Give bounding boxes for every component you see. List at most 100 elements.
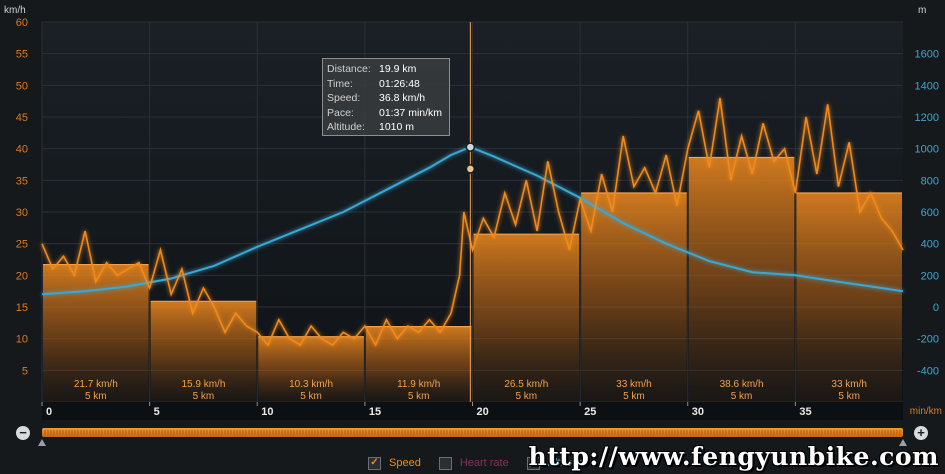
y-right-tick-label: 600 — [921, 207, 939, 219]
bar-distance-label: 5 km — [85, 391, 107, 402]
tooltip-value: 1010 m — [379, 121, 415, 134]
speed-bar — [43, 264, 149, 402]
watermark: http://www.fengyunbike.com — [528, 442, 939, 471]
bar-value-label: 21.7 km/h — [74, 379, 118, 390]
y-right-tick-label: 800 — [921, 175, 939, 187]
heart-rate-checkbox[interactable] — [438, 456, 452, 470]
tooltip-value: 01:37 min/km — [379, 106, 443, 119]
tooltip-key: Altitude: — [327, 121, 365, 134]
legend-label: Heart rate — [459, 457, 509, 469]
bar-distance-label: 5 km — [300, 391, 322, 402]
tooltip-value: 19.9 km — [379, 63, 417, 76]
y-right-tick-label: 0 — [933, 302, 939, 314]
speed-bars — [43, 156, 902, 402]
x-tick-label: 35 — [799, 406, 811, 418]
tooltip-row: Altitude: 1010 m — [327, 120, 445, 135]
y-left-tick-label: 35 — [16, 175, 28, 187]
x-axis-band — [42, 402, 903, 420]
bar-distance-label: 5 km — [838, 391, 860, 402]
bar-value-label: 38.6 km/h — [720, 379, 764, 390]
speed-bar — [473, 234, 580, 402]
cursor — [465, 22, 476, 402]
y-left-tick-label: 10 — [16, 334, 28, 346]
speed-marker — [465, 164, 476, 174]
tooltip-row: Distance: 19.9 km — [327, 62, 445, 77]
scroll-ticks — [44, 430, 901, 435]
bar-distance-label: 5 km — [515, 391, 537, 402]
speed-layer — [41, 97, 904, 347]
y-right-tick-label: 1200 — [915, 112, 939, 124]
tooltip-key: Distance: — [327, 63, 371, 76]
x-tick-label: 0 — [46, 406, 52, 418]
scrollbar[interactable] — [38, 428, 907, 446]
x-tick-label: 10 — [261, 406, 273, 418]
bar-value-label: 33 km/h — [616, 379, 652, 390]
speed-checkbox[interactable]: ✓ — [368, 456, 381, 470]
y-right-tick-label: 400 — [921, 239, 939, 251]
y-left-tick-label: 15 — [16, 302, 28, 314]
tooltip-row: Pace: 01:37 min/km — [327, 106, 445, 121]
x-tick-label: 25 — [584, 406, 596, 418]
bar-value-label: 33 km/h — [831, 379, 867, 390]
tooltip-key: Speed: — [327, 92, 361, 105]
legend-item-altitude[interactable]: ✓ Altitude — [526, 456, 585, 470]
bar-value-label: 10.3 km/h — [289, 379, 333, 390]
speed-bar — [150, 301, 257, 402]
scroll-track[interactable] — [42, 428, 903, 437]
y-left-tick-label: 25 — [16, 239, 28, 251]
x-tick-label: 30 — [692, 406, 704, 418]
data-tooltip: Distance: 19.9 km Time: 01:26:48 Speed: 36.… — [322, 58, 450, 136]
scroll-handle-left[interactable] — [38, 439, 46, 446]
legend-item-speed[interactable]: ✓ Speed — [368, 456, 421, 470]
bar-value-label: 26.5 km/h — [504, 379, 548, 390]
zoom-out-button[interactable]: − — [16, 426, 30, 440]
y-left-tick-label: 50 — [16, 80, 28, 92]
y-left-tick-label: 40 — [16, 144, 28, 156]
y-left-tick-label: 60 — [16, 17, 28, 29]
tooltip-key: Pace: — [327, 106, 354, 119]
zoom-in-button[interactable]: + — [914, 426, 928, 440]
speed-bar — [258, 336, 364, 402]
y-left-axis-unit: km/h — [4, 5, 26, 16]
y-left-tick-label: 45 — [16, 112, 28, 124]
tooltip-key: Time: — [327, 77, 353, 90]
legend-label: Speed — [389, 457, 421, 469]
speed-bar — [581, 193, 687, 402]
y-left-tick-label: 30 — [16, 207, 28, 219]
altitude-marker — [465, 142, 476, 152]
legend-label: Altitude — [547, 457, 585, 469]
bar-distance-label: 5 km — [623, 391, 645, 402]
bar-distance-label: 5 km — [193, 391, 215, 402]
y-right-tick-label: -200 — [917, 334, 939, 346]
bar-distance-label: 5 km — [731, 391, 753, 402]
legend: ✓ Speed Heart rate ✓ Altitude — [368, 455, 602, 471]
y-right-tick-label: -400 — [917, 365, 939, 377]
altitude-checkbox[interactable]: ✓ — [526, 456, 540, 470]
x-axis-unit: min/km — [910, 406, 942, 417]
y-left-tick-label: 20 — [16, 270, 28, 282]
scroll-handle-right[interactable] — [899, 439, 907, 446]
legend-item-heart-rate[interactable]: Heart rate — [438, 456, 509, 470]
y-right-tick-label: 1600 — [915, 49, 939, 61]
x-tick-label: 20 — [477, 406, 489, 418]
tooltip-row: Time: 01:26:48 — [327, 77, 445, 92]
speed-bar — [796, 193, 902, 402]
speed-bar — [688, 157, 795, 402]
y-right-tick-label: 1400 — [915, 80, 939, 92]
bar-distance-label: 5 km — [408, 391, 430, 402]
x-tick-label: 15 — [369, 406, 381, 418]
bar-value-label: 15.9 km/h — [181, 379, 225, 390]
y-right-axis-unit: m — [918, 5, 926, 16]
tooltip-value: 01:26:48 — [379, 77, 420, 90]
y-left-tick-label: 5 — [22, 365, 28, 377]
y-left-tick-label: 55 — [16, 49, 28, 61]
axes: 51015202530354045505560-400-200020040060… — [4, 5, 942, 420]
speed-bar — [365, 326, 472, 402]
tooltip-row: Speed: 36.8 km/h — [327, 91, 445, 106]
speed-line — [41, 97, 904, 347]
y-right-tick-label: 1000 — [915, 144, 939, 156]
x-tick-label: 5 — [154, 406, 160, 418]
bar-value-label: 11.9 km/h — [397, 379, 440, 390]
